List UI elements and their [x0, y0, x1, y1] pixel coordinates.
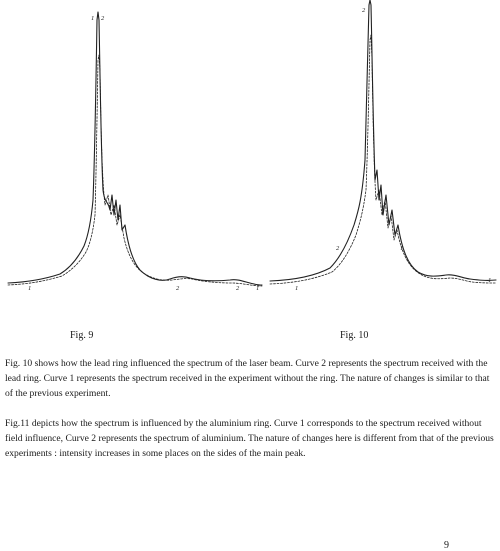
fig9-label-end: 1: [256, 285, 259, 292]
figures-area: 1 2 1 2 2 1 2 1 2 1 1: [7, 0, 497, 292]
fig9-label-top: 1: [91, 15, 94, 22]
paragraph-fig10: Fig. 10 shows how the lead ring influenc…: [5, 358, 490, 399]
fig9-curve-1: [7, 54, 263, 287]
fig9-label-mid: 2: [176, 285, 180, 292]
fig9-curve-2: [7, 11, 263, 286]
fig10-curve-2: [269, 0, 497, 282]
fig9-plot: 1 2 1 2 2 1: [7, 11, 263, 292]
fig10-caption: Fig. 10: [340, 330, 369, 341]
fig10-label-end: 1: [488, 277, 491, 284]
fig10-curve-1: [269, 34, 497, 285]
page-number: 9: [444, 540, 449, 551]
fig9-label-right: 2: [236, 285, 240, 292]
fig10-label-side: 2: [336, 245, 340, 252]
fig9-label-left: 1: [28, 285, 31, 292]
fig10-label-side-right: 1: [400, 245, 403, 252]
fig9-caption: Fig. 9: [70, 330, 94, 341]
fig10-label-top: 2: [362, 7, 366, 14]
fig9-label-top-2: 2: [101, 15, 105, 22]
fig10-plot: 2 1 2 1 1: [269, 0, 497, 292]
fig10-label-left: 1: [295, 285, 298, 292]
paragraph-fig11: Fig.11 depicts how the spectrum is influ…: [5, 418, 494, 459]
